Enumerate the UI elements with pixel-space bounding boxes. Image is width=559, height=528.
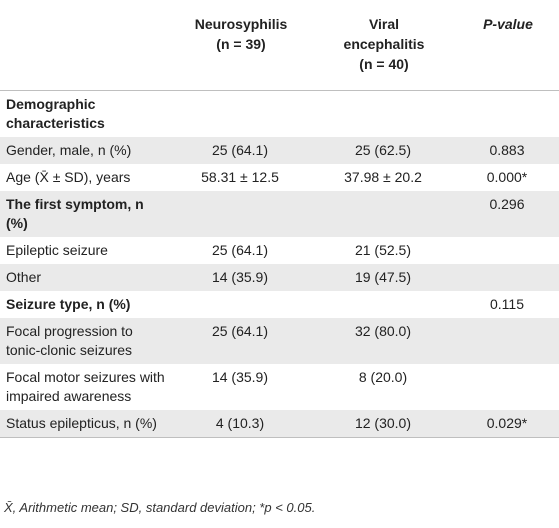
cell-viral: 21 (52.5): [354, 242, 412, 258]
table-row: Focal progression to tonic-clonic seizur…: [0, 318, 559, 364]
cell-neurosyphilis: 58.31 ± 12.5: [201, 169, 279, 185]
cell-p: 0.883: [489, 142, 525, 158]
cell-neurosyphilis: [171, 191, 311, 237]
table-row: Other 14 (35.9) 19 (47.5): [0, 264, 559, 291]
row-label: The first symptom, n (%): [6, 196, 144, 231]
header-viral-encephalitis: Viral encephalitis (n = 40): [311, 0, 457, 91]
header-viral-line1: Viral: [368, 16, 400, 32]
cell-viral: 19 (47.5): [354, 269, 412, 285]
results-table-container: Neurosyphilis (n = 39) Viral encephaliti…: [0, 0, 559, 438]
cell-p: 0.115: [490, 296, 524, 312]
cell-neurosyphilis: 25 (64.1): [211, 142, 269, 158]
cell-neurosyphilis: [171, 291, 311, 318]
header-neurosyphilis-n: (n = 39): [216, 36, 266, 52]
cell-p: 0.029*: [457, 410, 559, 438]
cell-p: [457, 237, 559, 264]
row-label: Focal motor seizures with impaired aware…: [6, 369, 165, 404]
header-empty: [0, 0, 171, 91]
cell-p: 0.000*: [486, 169, 528, 185]
table-row: Gender, male, n (%) 25 (64.1) 25 (62.5) …: [0, 137, 559, 164]
row-label: Gender, male, n (%): [6, 142, 132, 158]
header-viral-n: (n = 40): [359, 56, 409, 72]
results-table: Neurosyphilis (n = 39) Viral encephaliti…: [0, 0, 559, 438]
table-row: The first symptom, n (%) 0.296: [0, 191, 559, 237]
table-row: Focal motor seizures with impaired aware…: [0, 364, 559, 410]
row-label: Other: [6, 269, 42, 285]
header-p-value-label: P-value: [483, 16, 533, 32]
row-label: Epileptic seizure: [6, 242, 108, 258]
cell-viral: 32 (80.0): [354, 323, 412, 339]
row-label: Seizure type, n (%): [6, 296, 131, 312]
table-footnote: X̄, Arithmetic mean; SD, standard deviat…: [4, 500, 316, 515]
cell-viral: 25 (62.5): [354, 142, 412, 158]
row-label: Age (X̄ ± SD), years: [6, 169, 131, 185]
cell-viral: [311, 91, 457, 138]
cell-neurosyphilis: 25 (64.1): [211, 323, 269, 339]
header-neurosyphilis: Neurosyphilis (n = 39): [171, 0, 311, 91]
cell-viral: 8 (20.0): [358, 369, 408, 385]
cell-viral: 12 (30.0): [311, 410, 457, 438]
cell-viral: 37.98 ± 20.2: [344, 169, 422, 185]
cell-neurosyphilis: 4 (10.3): [171, 410, 311, 438]
table-row: Epileptic seizure 25 (64.1) 21 (52.5): [0, 237, 559, 264]
cell-p: [457, 91, 559, 138]
header-viral-line2: encephalitis: [343, 36, 425, 52]
table-row: Status epilepticus, n (%) 4 (10.3) 12 (3…: [0, 410, 559, 438]
cell-neurosyphilis: 25 (64.1): [211, 242, 269, 258]
row-label: Status epilepticus, n (%): [0, 410, 171, 438]
row-label: Demographic characteristics: [6, 96, 105, 131]
table-row: Age (X̄ ± SD), years 58.31 ± 12.5 37.98 …: [0, 164, 559, 191]
cell-neurosyphilis: [171, 91, 311, 138]
table-row: Seizure type, n (%) 0.115: [0, 291, 559, 318]
cell-p: [457, 364, 559, 410]
cell-viral: [311, 291, 457, 318]
cell-p: 0.296: [489, 196, 525, 212]
cell-viral: [311, 191, 457, 237]
header-neurosyphilis-title: Neurosyphilis: [194, 16, 288, 32]
table-row: Demographic characteristics: [0, 90, 559, 138]
header-p-value: P-value: [457, 0, 559, 91]
cell-p: [457, 318, 559, 364]
cell-neurosyphilis: 14 (35.9): [211, 369, 269, 385]
header-row: Neurosyphilis (n = 39) Viral encephaliti…: [0, 0, 559, 91]
cell-p: [457, 264, 559, 291]
cell-neurosyphilis: 14 (35.9): [211, 269, 269, 285]
row-label: Focal progression to tonic-clonic seizur…: [6, 323, 133, 358]
